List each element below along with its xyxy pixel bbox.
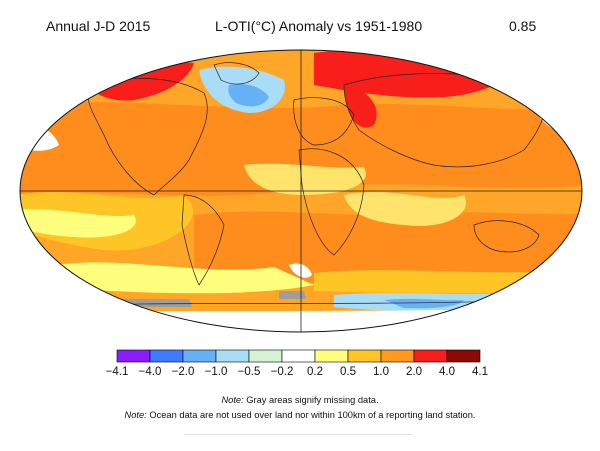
antarctica-interior xyxy=(20,307,582,332)
legend-tick-0: −4.1 xyxy=(106,366,129,378)
deep-blue-patch-southern-ocean xyxy=(384,298,464,309)
legend-tick-1: −4.0 xyxy=(139,366,162,378)
coast-south-america xyxy=(181,194,225,286)
coast-australia xyxy=(473,220,540,253)
legend-swatch-0 xyxy=(116,349,151,363)
legend-swatch-1 xyxy=(149,349,184,363)
map-period-label: Annual J-D 2015 xyxy=(46,18,151,34)
legend-tick-8: 1.0 xyxy=(373,366,389,378)
note-1-text: Gray areas signify missing data. xyxy=(243,395,379,405)
note-2-label: Note: xyxy=(124,410,147,420)
legend-svg: −4.1 −4.0 −2.0 −1.0 −0.5 −0.2 0.2 0.5 1.0 2.0 4.0 4… xyxy=(106,349,488,378)
coast-europe xyxy=(293,97,355,146)
anomaly-map xyxy=(14,45,589,337)
legend-tick-6: 0.2 xyxy=(307,366,323,378)
note-2-text: Ocean data are not used over land nor wi… xyxy=(146,410,476,420)
legend-swatch-4 xyxy=(248,349,283,363)
coast-africa xyxy=(298,148,365,256)
legend-swatch-8 xyxy=(380,349,415,363)
notes: Note: Gray areas signify missing data. N… xyxy=(0,393,600,423)
legend-swatch-2 xyxy=(182,349,217,363)
legend-swatch-3 xyxy=(215,349,250,363)
legend-swatch-7 xyxy=(347,349,382,363)
note-missing-data: Note: Gray areas signify missing data. xyxy=(0,393,600,408)
global-mean-value: 0.85 xyxy=(509,18,537,34)
globe-outline xyxy=(19,49,583,333)
orange-band-north xyxy=(20,102,582,196)
legend-tick-9: 2.0 xyxy=(406,366,422,378)
color-legend: −4.1 −4.0 −2.0 −1.0 −0.5 −0.2 0.2 0.5 1.0 2.0 4.0 4… xyxy=(0,346,600,378)
legend-swatch-9 xyxy=(413,349,448,363)
yellow-patch-atlantic xyxy=(244,163,366,195)
missing-data-gray-2 xyxy=(279,291,306,299)
coast-north-america xyxy=(87,77,208,196)
note-1-label: Note: xyxy=(221,395,244,405)
legend-tick-5: −0.2 xyxy=(271,366,294,378)
red-patch-europe xyxy=(344,85,377,128)
white-patch-south-atlantic xyxy=(289,263,312,278)
legend-tick-7: 0.5 xyxy=(340,366,356,378)
footer-divider xyxy=(184,434,412,435)
yellow-patch-indian xyxy=(344,192,466,226)
legend-tick-3: −1.0 xyxy=(205,366,228,378)
legend-swatch-5 xyxy=(281,349,316,363)
legend-swatch-6 xyxy=(314,349,349,363)
yellow-patch-pacific xyxy=(20,208,136,238)
legend-tick-10: 4.0 xyxy=(439,366,455,378)
deep-blue-patch-north-atlantic xyxy=(228,83,269,107)
legend-tick-4: −0.5 xyxy=(238,366,261,378)
legend-tick-2: −2.0 xyxy=(172,366,195,378)
gold-band-southern xyxy=(314,270,579,294)
yellow-band-southern xyxy=(54,262,314,294)
coast-greenland xyxy=(213,62,260,85)
map-title: L-OTI(°C) Anomaly vs 1951-1980 xyxy=(215,18,423,34)
legend-tick-11: 4.1 xyxy=(472,366,488,378)
missing-data-gray-1 xyxy=(94,299,192,307)
map-svg xyxy=(19,49,583,333)
note-ocean-data: Note: Ocean data are not used over land … xyxy=(0,408,600,423)
title-row: Annual J-D 2015 L-OTI(°C) Anomaly vs 195… xyxy=(0,18,600,40)
legend-swatch-10 xyxy=(446,349,481,363)
